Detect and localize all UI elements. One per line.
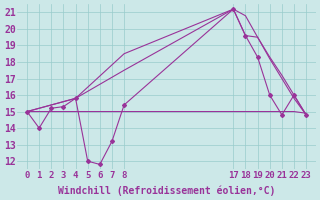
X-axis label: Windchill (Refroidissement éolien,°C): Windchill (Refroidissement éolien,°C) [58, 185, 275, 196]
